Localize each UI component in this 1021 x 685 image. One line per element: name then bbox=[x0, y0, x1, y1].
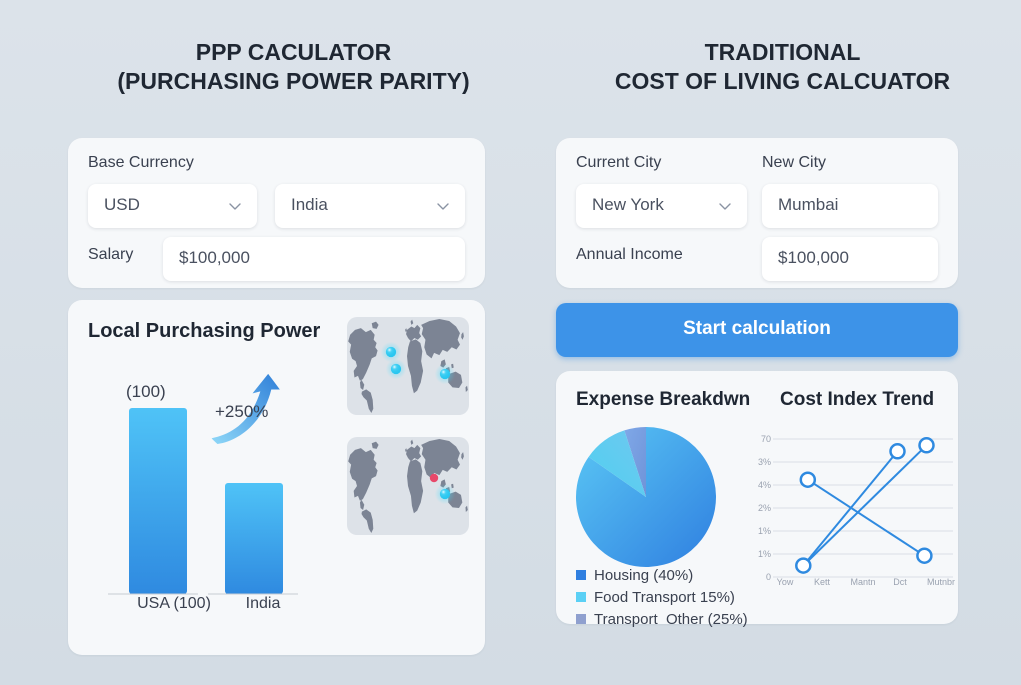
svg-text:1%: 1% bbox=[758, 526, 771, 536]
svg-text:3%: 3% bbox=[758, 457, 771, 467]
svg-text:1%: 1% bbox=[758, 549, 771, 559]
svg-text:2%: 2% bbox=[758, 503, 771, 513]
svg-text:0: 0 bbox=[766, 572, 771, 582]
svg-text:Kett: Kett bbox=[814, 577, 831, 585]
svg-text:Mantn: Mantn bbox=[850, 577, 875, 585]
svg-text:70: 70 bbox=[761, 435, 771, 444]
svg-text:Dct: Dct bbox=[893, 577, 907, 585]
svg-text:Yow: Yow bbox=[777, 577, 794, 585]
svg-text:4%: 4% bbox=[758, 480, 771, 490]
svg-text:Mutnbr: Mutnbr bbox=[927, 577, 955, 585]
